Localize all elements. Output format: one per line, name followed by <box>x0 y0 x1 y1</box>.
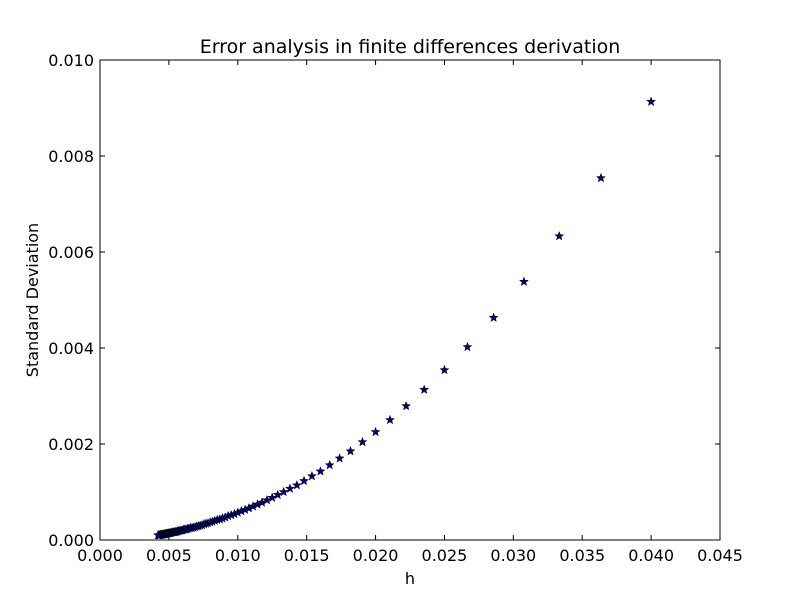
data-point <box>357 436 368 447</box>
x-tick-label: 0.000 <box>77 546 123 565</box>
data-point <box>370 426 381 437</box>
data-point <box>646 96 657 107</box>
x-tick-label: 0.010 <box>215 546 261 565</box>
data-point <box>248 501 259 511</box>
x-tick-label: 0.040 <box>628 546 674 565</box>
data-point <box>315 466 326 476</box>
y-tick-label: 0.004 <box>48 339 94 358</box>
data-point <box>284 483 296 493</box>
data-point <box>324 459 335 470</box>
data-point <box>298 475 310 486</box>
y-tick-label: 0.008 <box>48 147 94 166</box>
data-point <box>152 529 164 540</box>
x-axis-label: h <box>405 569 415 588</box>
data-point <box>518 276 530 287</box>
y-tick-label: 0.000 <box>48 531 94 550</box>
x-tick-label: 0.020 <box>353 546 399 565</box>
data-point <box>272 489 283 500</box>
x-tick-label: 0.025 <box>422 546 468 565</box>
data-point <box>488 312 499 323</box>
x-tick-label: 0.045 <box>697 546 743 565</box>
data-point <box>439 364 450 375</box>
x-tick-label: 0.005 <box>146 546 192 565</box>
y-tick-label: 0.006 <box>48 243 94 262</box>
data-point <box>384 414 396 425</box>
data-point <box>306 470 317 481</box>
data-point <box>401 400 412 411</box>
data-point <box>261 494 273 505</box>
data-point <box>334 453 345 463</box>
plot-frame <box>99 59 721 541</box>
data-point <box>291 479 302 490</box>
data-point <box>278 486 289 497</box>
data-points <box>152 96 657 540</box>
data-point <box>462 341 473 352</box>
data-point <box>345 445 356 456</box>
y-tick-label: 0.002 <box>48 435 94 454</box>
axis-ticks: 0.000 0.005 0.010 0.015 0.020 0.025 0.030 0.035… <box>48 51 743 565</box>
data-point <box>554 230 565 241</box>
data-point <box>256 497 268 507</box>
data-point <box>419 384 430 395</box>
data-point <box>267 492 278 503</box>
y-axis-label: Standard Deviation <box>23 223 42 377</box>
data-point <box>595 172 607 183</box>
chart-title: Error analysis in finite differences der… <box>200 36 621 58</box>
x-tick-label: 0.015 <box>284 546 330 565</box>
x-tick-label: 0.030 <box>490 546 536 565</box>
data-point <box>252 499 263 509</box>
y-tick-label: 0.010 <box>48 51 94 70</box>
x-tick-label: 0.035 <box>559 546 605 565</box>
